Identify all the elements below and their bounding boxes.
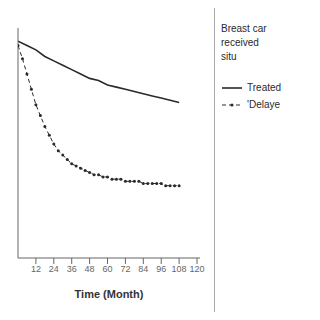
html-text:Breast car received situ: Breast car received situ [221, 23, 267, 62]
svg-text:48: 48 [85, 264, 95, 274]
svg-text:72: 72 [120, 264, 130, 274]
html-text:Treated: Treated [247, 82, 282, 93]
svg-text:12: 12 [31, 264, 41, 274]
svg-text:24: 24 [49, 264, 59, 274]
svg-text:36: 36 [67, 264, 77, 274]
svg-text:Time (Month): Time (Month) [75, 288, 144, 300]
svg-text:108: 108 [172, 264, 187, 274]
svg-text:96: 96 [156, 264, 166, 274]
svg-text:84: 84 [138, 264, 148, 274]
svg-text:120: 120 [190, 264, 205, 274]
svg-text:60: 60 [103, 264, 113, 274]
html-text:'Delaye: 'Delaye [247, 99, 280, 110]
